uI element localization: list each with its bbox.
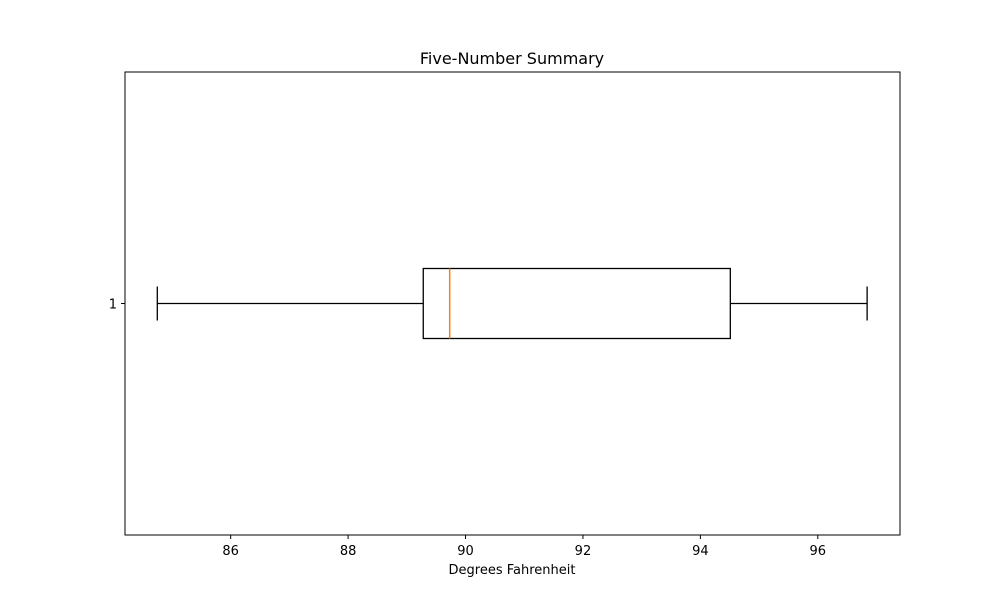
x-tick-label: 96 xyxy=(810,544,827,559)
x-axis-label: Degrees Fahrenheit xyxy=(449,563,576,578)
x-tick-label: 86 xyxy=(222,544,239,559)
x-axis: 86 88 90 92 94 96 xyxy=(222,535,826,559)
box-group xyxy=(156,267,868,340)
chart-title: Five-Number Summary xyxy=(420,49,604,68)
x-tick-label: 92 xyxy=(575,544,592,559)
y-tick-label: 1 xyxy=(109,298,117,313)
x-tick-label: 88 xyxy=(340,544,357,559)
x-tick-label: 94 xyxy=(692,544,709,559)
iqr-box xyxy=(422,267,731,340)
y-axis: 1 xyxy=(109,298,125,313)
box-series xyxy=(156,267,868,340)
x-tick-label: 90 xyxy=(457,544,474,559)
